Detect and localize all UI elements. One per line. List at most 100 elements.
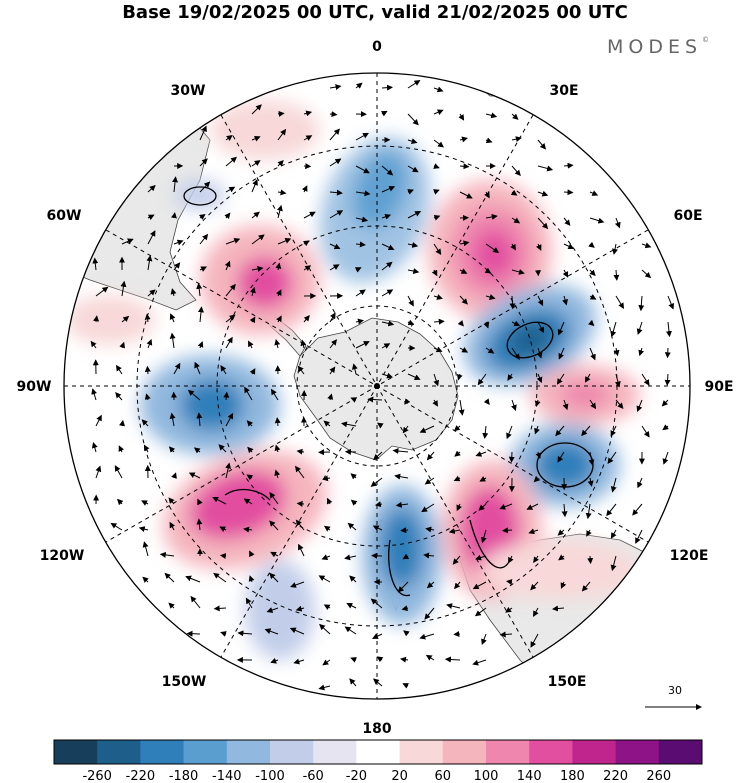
wind-arrow <box>614 217 621 229</box>
wind-arrow <box>169 313 176 323</box>
wind-arrow <box>615 399 624 409</box>
wind-arrow <box>433 318 445 325</box>
wind-arrow <box>610 321 617 338</box>
wind-arrow <box>587 477 594 487</box>
contour-4 <box>469 519 511 569</box>
wind-arrow <box>484 191 490 199</box>
wind-arrow <box>459 268 468 274</box>
wind-arrow <box>562 295 568 306</box>
colorbar-tick-label: 260 <box>646 769 671 783</box>
wind-arrow <box>190 595 201 609</box>
wind-arrow <box>170 288 177 297</box>
wind-arrow <box>329 243 341 250</box>
wind-arrow <box>329 264 340 271</box>
wind-arrow <box>485 137 493 144</box>
wind-arrow <box>355 216 369 223</box>
wind-arrow <box>220 631 227 637</box>
wind-arrow <box>454 581 461 590</box>
wind-arrow <box>355 341 370 349</box>
colorbar-swatch <box>140 740 185 764</box>
wind-arrow <box>303 135 313 141</box>
wind-arrow <box>395 501 409 508</box>
wind-arrow <box>326 497 333 505</box>
contour-6 <box>224 488 271 501</box>
wind-arrow <box>662 451 669 465</box>
wind-arrow <box>293 658 305 665</box>
colorbar-swatch <box>658 740 703 764</box>
wind-arrow <box>641 242 652 249</box>
wind-arrow <box>459 191 473 199</box>
colorbar-swatch <box>399 740 444 764</box>
wind-arrow <box>610 425 617 437</box>
wind-arrow <box>270 657 279 664</box>
wind-arrow <box>662 424 669 431</box>
wind-arrow <box>351 363 358 375</box>
wind-arrow <box>246 420 253 427</box>
wind-arrow <box>552 605 565 612</box>
wind-arrow <box>560 581 567 589</box>
wind-arrow <box>349 678 357 687</box>
wind-arrow <box>323 420 331 427</box>
wind-arrow <box>557 529 565 536</box>
wind-arrow <box>95 465 102 479</box>
wind-arrow <box>511 347 520 360</box>
wind-arrow <box>329 128 340 141</box>
wind-arrow <box>144 313 151 323</box>
wind-arrow <box>245 597 253 609</box>
wind-arrow <box>298 543 305 557</box>
wind-arrow <box>381 261 393 271</box>
wind-arrow <box>274 469 281 479</box>
wind-arrow <box>607 451 617 465</box>
wind-arrow <box>119 419 125 427</box>
lon-label-150w: 150W <box>162 674 207 690</box>
wind-arrow <box>392 448 409 454</box>
anomaly-high-5-core <box>237 257 293 309</box>
wind-arrow <box>558 347 565 360</box>
wind-arrow <box>90 340 97 349</box>
wind-arrow <box>138 526 149 533</box>
lon-label-0: 0 <box>372 39 382 55</box>
wind-arrow <box>199 158 208 167</box>
wind-arrow <box>329 312 336 323</box>
wind-arrow <box>251 211 260 219</box>
wind-arrow <box>187 389 201 401</box>
colorbar-swatch <box>54 740 98 764</box>
wind-arrow <box>502 527 513 534</box>
wind-arrow <box>297 365 305 375</box>
wind-arrow <box>454 450 461 457</box>
wind-arrow <box>196 518 203 531</box>
wind-arrow <box>606 503 617 517</box>
wind-arrow <box>407 113 419 126</box>
wind-arrow <box>423 552 435 559</box>
wind-arrow <box>562 399 569 411</box>
wind-arrow <box>143 444 150 453</box>
wind-arrow <box>295 605 305 612</box>
wind-arrow <box>213 605 227 612</box>
wind-arrow <box>480 529 487 544</box>
wind-arrow <box>220 365 227 375</box>
wind-arrow <box>433 243 442 256</box>
wind-arrow <box>381 185 396 193</box>
wind-arrow <box>402 553 410 560</box>
anomaly-high-6 <box>210 100 320 160</box>
wind-arrow <box>407 268 420 274</box>
wind-arrow <box>407 80 421 89</box>
wind-arrow <box>374 501 383 508</box>
colorbar-swatch <box>615 740 660 764</box>
wind-arrow <box>323 604 331 611</box>
wind-arrow <box>556 373 565 385</box>
anomaly-low-4-core <box>380 508 424 588</box>
wind-arrow <box>557 321 565 336</box>
wind-arrow <box>407 138 418 145</box>
wind-arrow <box>276 315 282 323</box>
wind-arrow <box>169 412 176 427</box>
wind-arrow <box>296 448 305 455</box>
wind-arrow <box>275 262 282 271</box>
wind-arrow <box>483 398 490 405</box>
wind-arrow <box>295 519 305 531</box>
wind-arrow <box>563 162 574 169</box>
lon-label-90w: 90W <box>17 379 52 395</box>
wind-arrow <box>303 265 312 272</box>
wind-arrow <box>370 598 383 609</box>
